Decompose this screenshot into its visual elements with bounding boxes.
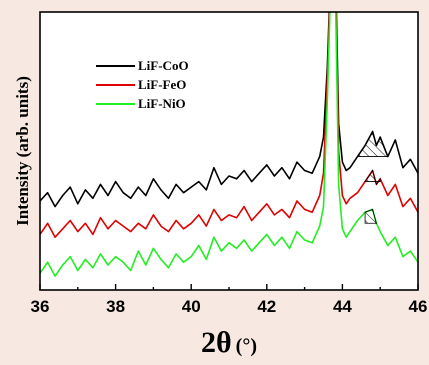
peak-hatch-group xyxy=(357,130,389,225)
series-line-lif-coo xyxy=(40,12,418,208)
x-tick-label-36: 36 xyxy=(31,297,50,316)
x-tick-label-38: 38 xyxy=(106,297,125,316)
y-axis-label: Intensity (arb. units) xyxy=(13,76,32,226)
series-line-lif-nio xyxy=(40,12,418,277)
legend: LiF-CoO LiF-FeO LiF-NiO xyxy=(96,58,189,111)
peak-hatch-lif-coo xyxy=(357,130,389,157)
x-axis-label: 2θ (°) xyxy=(201,326,257,359)
x-axis-label-unit: (°) xyxy=(236,335,257,357)
legend-label-lif-coo: LiF-CoO xyxy=(138,58,189,73)
legend-label-lif-nio: LiF-NiO xyxy=(138,96,186,111)
x-axis-label-main: 2θ xyxy=(201,326,232,359)
series-line-lif-feo xyxy=(40,12,418,238)
x-tick-label-46: 46 xyxy=(409,297,428,316)
peak-hatch-lif-nio xyxy=(364,208,378,225)
peak-hatch-lif-feo xyxy=(364,169,381,186)
x-tick-label-40: 40 xyxy=(182,297,201,316)
legend-label-lif-feo: LiF-FeO xyxy=(138,77,186,92)
x-tick-label-42: 42 xyxy=(257,297,276,316)
series-group xyxy=(40,12,418,277)
x-ticks: 36 38 40 42 44 46 xyxy=(31,284,428,316)
x-tick-label-44: 44 xyxy=(333,297,352,316)
